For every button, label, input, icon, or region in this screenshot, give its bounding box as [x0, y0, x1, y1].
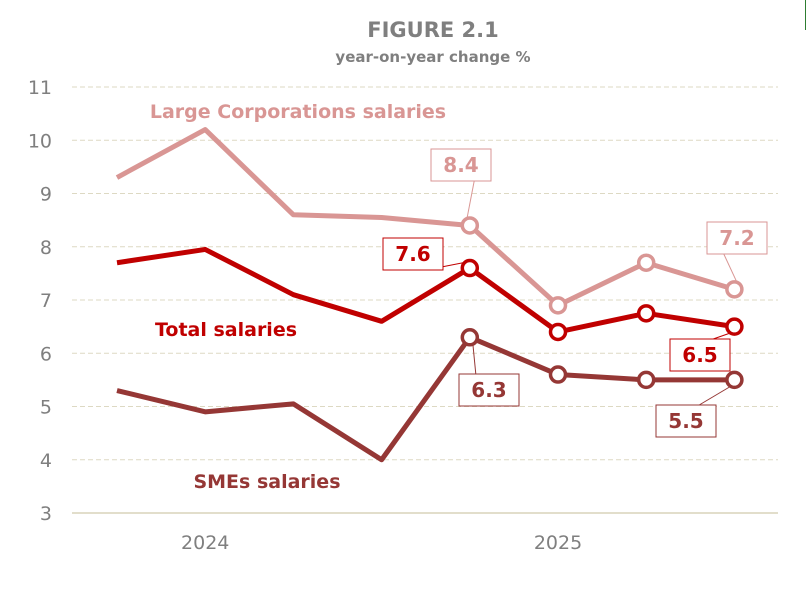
- callout-pointer: [472, 343, 477, 375]
- y-tick-label: 6: [40, 343, 52, 365]
- x-tick-label: 2024: [181, 532, 229, 554]
- series-name-label: SMEs salaries: [193, 471, 340, 493]
- data-label: 7.2: [719, 226, 754, 250]
- callout-box: [706, 221, 768, 255]
- series-name-label: Large Corporations salaries: [150, 101, 446, 123]
- callout-box: [382, 237, 444, 271]
- data-point-marker: [548, 322, 568, 342]
- callout-box: [430, 148, 492, 182]
- data-point-marker: [725, 370, 744, 390]
- data-point-marker: [636, 253, 656, 272]
- y-tick-label: 7: [40, 290, 52, 312]
- y-tick-label: 11: [28, 77, 52, 99]
- window-edge: [805, 0, 809, 30]
- chart-title: FIGURE 2.1: [367, 18, 499, 42]
- x-tick-label: 2025: [534, 532, 582, 554]
- data-point-marker: [636, 370, 656, 390]
- y-tick-label: 9: [40, 184, 52, 206]
- data-point-marker: [725, 280, 744, 299]
- data-point-marker: [636, 304, 656, 323]
- callout-pointer: [723, 253, 738, 284]
- y-tick-label: 8: [40, 237, 52, 259]
- callout-pointer: [713, 332, 732, 340]
- series-line: [116, 246, 735, 335]
- data-label: 6.5: [682, 343, 717, 367]
- data-point-marker: [725, 317, 744, 336]
- data-label: 5.5: [668, 409, 703, 433]
- y-tick-label: 3: [40, 503, 52, 525]
- series-line: [115, 127, 736, 308]
- y-tick-label: 4: [40, 450, 52, 472]
- data-point-marker: [460, 258, 480, 278]
- data-point-marker: [460, 328, 480, 347]
- data-point-marker: [548, 365, 568, 384]
- y-tick-label: 10: [28, 130, 52, 152]
- callout-pointer: [698, 385, 732, 406]
- series-line: [116, 334, 735, 463]
- callout-box: [669, 338, 731, 372]
- data-label: 7.6: [395, 242, 430, 266]
- y-tick-label: 5: [40, 397, 52, 419]
- callout-box: [458, 373, 520, 407]
- data-label: 6.3: [471, 378, 506, 402]
- data-label: 8.4: [443, 153, 478, 177]
- series-name-label: Total salaries: [155, 319, 297, 341]
- chart-subtitle: year-on-year change %: [335, 48, 531, 66]
- data-point-marker: [460, 216, 480, 235]
- callout-pointer: [466, 180, 475, 220]
- data-point-marker: [548, 296, 568, 315]
- callout-box: [655, 404, 717, 438]
